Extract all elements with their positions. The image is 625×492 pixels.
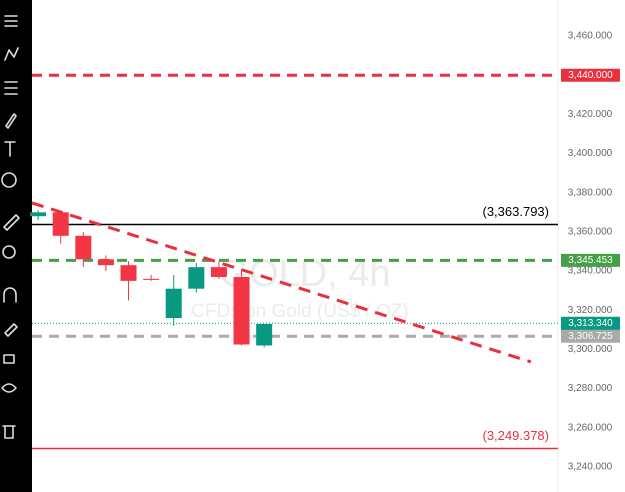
candle-body <box>165 288 182 319</box>
price-tag-label: 3,345.453 <box>568 255 613 266</box>
price-tag-label: 3,440.000 <box>568 70 613 81</box>
price-tag-label: 3,306.725 <box>568 331 613 342</box>
price-tag <box>561 329 620 343</box>
y-tick-label: 3,300.000 <box>568 344 613 355</box>
tool-brush[interactable] <box>5 113 17 129</box>
tool-emoji[interactable] <box>1 172 17 188</box>
toolbar <box>0 0 32 492</box>
tool-lock[interactable] <box>3 354 15 364</box>
y-tick-label: 3,280.000 <box>568 383 613 394</box>
y-tick-label: 3,360.000 <box>568 227 613 238</box>
tool-text[interactable] <box>4 141 16 157</box>
candle-body <box>233 276 250 345</box>
candle-body <box>143 278 160 280</box>
level-note: (3,249.378) <box>483 428 550 443</box>
candle-body <box>52 212 69 236</box>
candle-body <box>188 267 205 289</box>
price-tag-label: 3,313.340 <box>568 318 613 329</box>
y-tick-label: 3,340.000 <box>568 266 613 277</box>
tool-lock-draw[interactable] <box>4 323 18 337</box>
y-tick-label: 3,460.000 <box>568 31 613 42</box>
candle-body <box>256 323 273 346</box>
candle-body <box>97 259 114 266</box>
candle-body <box>210 267 227 277</box>
tool-pattern[interactable] <box>4 47 19 61</box>
tool-ruler[interactable] <box>3 214 20 231</box>
level-note: (3,363.793) <box>483 204 550 219</box>
y-tick-label: 3,420.000 <box>568 109 613 120</box>
tool-fib[interactable] <box>4 81 18 95</box>
y-tick-label: 3,240.000 <box>568 462 613 473</box>
price-tag <box>561 253 620 267</box>
tool-lines[interactable] <box>4 15 18 27</box>
price-tag <box>561 68 620 82</box>
tool-eye[interactable] <box>1 383 17 393</box>
y-tick-label: 3,380.000 <box>568 187 613 198</box>
y-tick-label: 3,260.000 <box>568 422 613 433</box>
candle-body <box>75 235 92 260</box>
tool-magnet[interactable] <box>3 287 17 303</box>
y-tick-label: 3,400.000 <box>568 148 613 159</box>
candle-body <box>30 212 47 217</box>
toolbar-icons <box>1 15 20 439</box>
tool-trash[interactable] <box>2 425 16 439</box>
tool-zoom[interactable] <box>2 245 16 259</box>
candle-body <box>120 265 137 281</box>
y-tick-label: 3,320.000 <box>568 305 613 316</box>
trend-line <box>31 201 532 364</box>
